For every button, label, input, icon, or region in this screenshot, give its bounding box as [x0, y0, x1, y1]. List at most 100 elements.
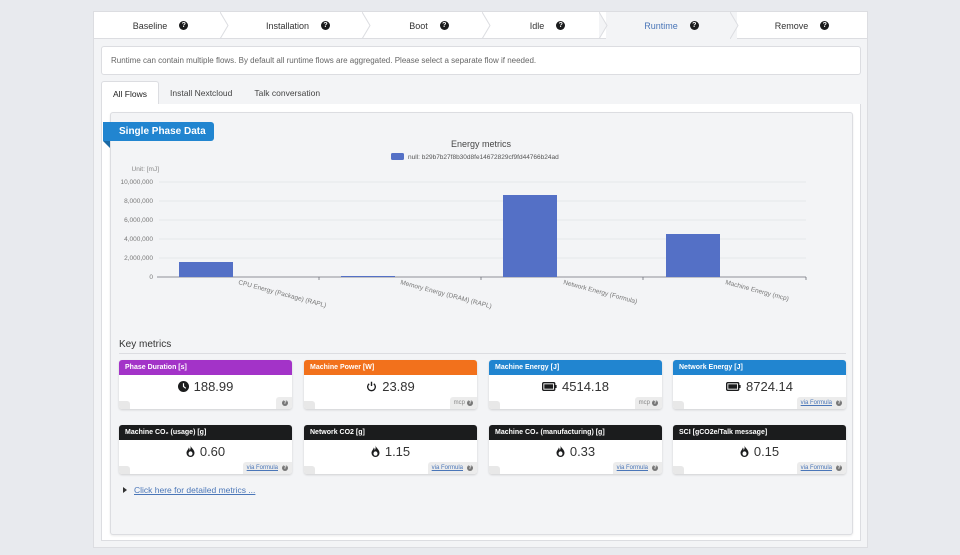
- runtime-info-message: Runtime can contain multiple flows. By d…: [101, 46, 861, 75]
- help-icon[interactable]: ?: [282, 465, 288, 471]
- source-label: mcp: [638, 400, 650, 406]
- fire-icon: [186, 445, 195, 457]
- card-header: Machine CO₂ (usage) [g]: [119, 425, 292, 440]
- bar-cpu-energy[interactable]: [179, 262, 233, 277]
- key-metrics-title: Key metrics: [119, 339, 172, 350]
- via-formula-link[interactable]: via Formula: [616, 465, 648, 471]
- card-header: SCI [gCO2e/Talk message]: [673, 425, 846, 440]
- y-axis-ticks: 10,000,000 8,000,000 6,000,000 4,000,000…: [120, 179, 153, 281]
- help-icon[interactable]: ?: [820, 21, 830, 30]
- svg-text:Network Energy (Formula): Network Energy (Formula): [562, 279, 637, 305]
- card-source[interactable]: mcp?: [449, 397, 477, 409]
- via-formula-link[interactable]: via Formula: [431, 465, 463, 471]
- divider: [119, 353, 846, 354]
- help-icon[interactable]: ?: [439, 21, 449, 30]
- step-label: Boot: [409, 20, 428, 31]
- help-icon[interactable]: ?: [836, 465, 842, 471]
- metric-card-machine-energy: Machine Energy [J] 4514.18 mcp?: [489, 360, 662, 409]
- chevron-separator-icon: [599, 12, 608, 39]
- chevron-separator-icon: [220, 12, 229, 39]
- step-remove[interactable]: Remove?: [737, 12, 867, 39]
- section-ribbon: Single Phase Data: [103, 122, 214, 148]
- tab-all-flows[interactable]: All Flows: [101, 81, 160, 105]
- help-icon[interactable]: ?: [467, 465, 473, 471]
- metric-card-network-co2: Network CO2 [g] 1.15 via Formula?: [304, 425, 477, 474]
- metric-card-sci: SCI [gCO2e/Talk message] 0.15 via Formul…: [673, 425, 846, 474]
- step-runtime[interactable]: Runtime?: [606, 12, 739, 39]
- via-formula-link[interactable]: via Formula: [800, 465, 832, 471]
- card-header: Machine Energy [J]: [489, 360, 662, 375]
- step-boot[interactable]: Boot?: [369, 12, 491, 39]
- card-corner: [304, 401, 315, 409]
- step-idle[interactable]: Idle?: [489, 12, 608, 39]
- metric-card-network-energy: Network Energy [J] 8724.14 via Formula?: [673, 360, 846, 409]
- metric-value: 1.15: [384, 443, 411, 459]
- card-corner: [673, 466, 684, 474]
- card-corner: [489, 401, 500, 409]
- help-icon[interactable]: ?: [467, 400, 473, 406]
- legend-swatch[interactable]: [391, 153, 404, 160]
- card-source: via Formula?: [796, 462, 846, 474]
- legend-label[interactable]: null: b29b7b27f8b30d8fe14672829cf9fd4476…: [408, 154, 559, 161]
- bar-network-energy[interactable]: [503, 195, 557, 277]
- x-axis-labels: CPU Energy (Package) (RAPL) Memory Energ…: [237, 279, 789, 310]
- card-corner: [119, 466, 130, 474]
- bar-memory-energy[interactable]: [341, 276, 395, 277]
- svg-text:0: 0: [149, 274, 153, 281]
- y-axis-unit: Unit: [mJ]: [132, 166, 160, 173]
- svg-text:Machine Energy (mcp): Machine Energy (mcp): [724, 279, 789, 303]
- card-header: Network CO2 [g]: [304, 425, 477, 440]
- energy-metrics-chart: Energy metrics null: b29b7b27f8b30d8fe14…: [111, 138, 854, 323]
- help-icon[interactable]: ?: [179, 21, 189, 30]
- step-label: Idle: [529, 20, 545, 31]
- metric-value: 8724.14: [746, 378, 793, 394]
- bar-machine-energy[interactable]: [666, 234, 720, 277]
- metric-value: 188.99: [193, 378, 234, 394]
- card-source: via Formula?: [612, 462, 662, 474]
- metric-value: 0.60: [199, 443, 226, 459]
- flow-tabs: All Flows Install Nextcloud Talk convers…: [101, 81, 331, 105]
- phase-container: Baseline? Installation? Boot? Idle? Runt…: [93, 11, 868, 548]
- chevron-separator-icon: [482, 12, 491, 39]
- via-formula-link[interactable]: via Formula: [246, 465, 278, 471]
- tab-panel: Single Phase Data Energy metrics null: b…: [101, 104, 861, 541]
- clock-icon: [177, 380, 189, 392]
- info-text: Runtime can contain multiple flows. By d…: [111, 56, 537, 65]
- svg-text:10,000,000: 10,000,000: [120, 179, 153, 186]
- svg-text:Memory Energy (DRAM) (RAPL): Memory Energy (DRAM) (RAPL): [399, 279, 492, 310]
- help-icon[interactable]: ?: [556, 21, 566, 30]
- help-icon[interactable]: ?: [836, 400, 842, 406]
- tab-talk-conversation[interactable]: Talk conversation: [254, 88, 321, 98]
- chart-title: Energy metrics: [451, 139, 512, 149]
- metric-value: 23.89: [382, 378, 415, 394]
- card-source: via Formula?: [427, 462, 477, 474]
- step-label: Runtime: [644, 20, 678, 31]
- card-corner: [304, 466, 315, 474]
- card-corner: [119, 401, 130, 409]
- card-source[interactable]: mcp?: [634, 397, 662, 409]
- step-label: Installation: [265, 20, 310, 31]
- help-icon[interactable]: ?: [689, 21, 699, 30]
- detailed-metrics-link[interactable]: Click here for detailed metrics ...: [134, 485, 256, 495]
- detailed-metrics-toggle[interactable]: Click here for detailed metrics ...: [123, 485, 255, 495]
- chevron-separator-icon: [362, 12, 371, 39]
- battery-icon: [726, 381, 741, 391]
- step-label: Baseline: [132, 20, 168, 31]
- svg-text:2,000,000: 2,000,000: [124, 255, 153, 262]
- svg-text:4,000,000: 4,000,000: [124, 236, 153, 243]
- step-label: Remove: [774, 20, 809, 31]
- help-icon[interactable]: ?: [321, 21, 331, 30]
- power-icon: [366, 381, 377, 392]
- tab-install-nextcloud[interactable]: Install Nextcloud: [170, 88, 233, 98]
- help-icon[interactable]: ?: [652, 400, 658, 406]
- help-icon[interactable]: ?: [282, 400, 288, 406]
- metric-card-machine-co2-usage: Machine CO₂ (usage) [g] 0.60 via Formula…: [119, 425, 292, 474]
- via-formula-link[interactable]: via Formula: [800, 400, 832, 406]
- card-source[interactable]: ?: [276, 397, 292, 409]
- card-header: Machine Power [W]: [304, 360, 477, 375]
- help-icon[interactable]: ?: [652, 465, 658, 471]
- step-installation[interactable]: Installation?: [227, 12, 371, 39]
- svg-text:6,000,000: 6,000,000: [124, 217, 153, 224]
- card-header: Machine CO₂ (manufacturing) [g]: [489, 425, 662, 440]
- step-baseline[interactable]: Baseline?: [94, 12, 229, 39]
